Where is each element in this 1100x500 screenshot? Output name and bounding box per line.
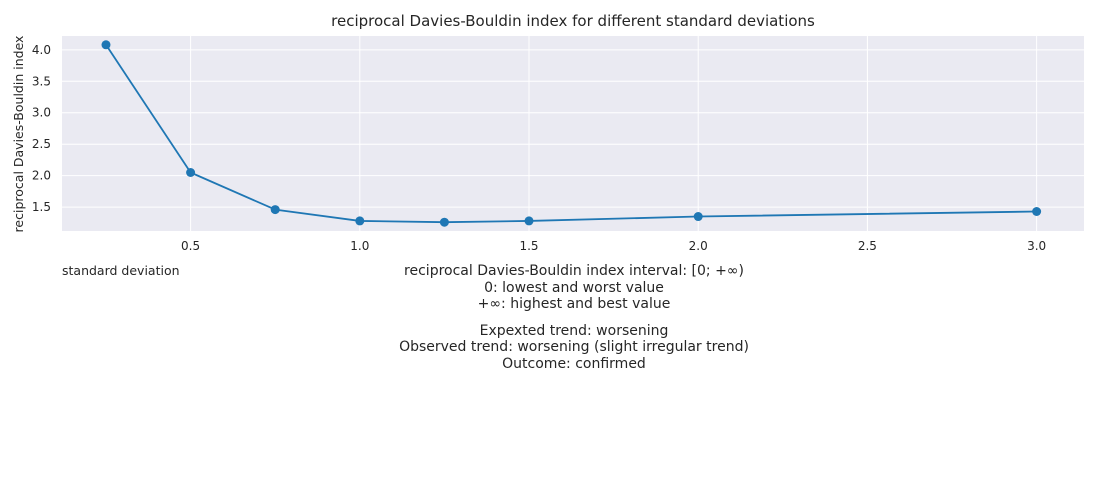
x-tick-label: 2.0: [689, 239, 708, 253]
data-point: [101, 40, 111, 50]
x-tick-label: 0.5: [181, 239, 200, 253]
grid-lines: [62, 36, 1084, 231]
data-point: [270, 205, 280, 215]
x-tick-label: 1.0: [350, 239, 369, 253]
x-tick-label: 1.5: [519, 239, 538, 253]
data-point: [1032, 207, 1042, 216]
y-tick-label: 1.5: [32, 200, 51, 214]
data-point: [693, 212, 703, 222]
data-point: [355, 216, 365, 226]
lowest-note: 0: lowest and worst value: [484, 279, 664, 296]
plot-area: [62, 36, 1084, 231]
data-point: [186, 168, 196, 177]
y-tick-label: 3.5: [32, 74, 51, 88]
tick-labels: 0.5 1.0 1.5 2.0 2.5 3.0 1.5 2.0 2.5 3.0 3.5 4.0: [32, 43, 1046, 253]
interval-note: reciprocal Davies-Bouldin index interval…: [404, 263, 744, 279]
series-line: [105, 44, 1037, 224]
observed-trend-note: Observed trend: worsening (slight irregu…: [399, 339, 749, 355]
chart-title: reciprocal Davies-Bouldin index for diff…: [331, 12, 815, 30]
y-tick-label: 3.0: [32, 106, 51, 120]
highest-note: +∞: highest and best value: [477, 296, 671, 312]
y-tick-label: 2.5: [32, 137, 51, 151]
data-point: [439, 217, 449, 227]
x-tick-label: 3.0: [1027, 239, 1046, 253]
y-tick-label: 4.0: [32, 43, 51, 57]
series-layer: [101, 40, 1042, 227]
x-tick-label: 2.5: [858, 239, 877, 253]
outcome-note: Outcome: confirmed: [502, 355, 646, 372]
notes-block: reciprocal Davies-Bouldin index interval…: [274, 263, 874, 372]
data-point: [524, 216, 534, 226]
y-axis-label: reciprocal Davies-Bouldin index: [11, 36, 26, 233]
x-axis-label: standard deviation: [62, 263, 180, 278]
y-tick-label: 2.0: [32, 169, 51, 183]
expected-trend-note: Expexted trend: worsening: [479, 322, 669, 339]
